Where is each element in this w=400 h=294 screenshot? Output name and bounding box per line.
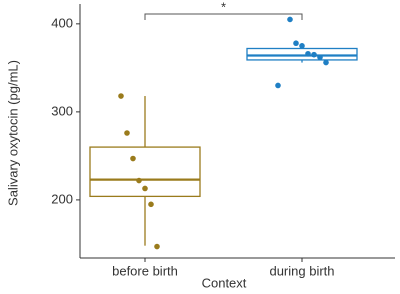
x-tick-label: before birth bbox=[112, 263, 178, 278]
data-point bbox=[323, 59, 329, 66]
significance-label: * bbox=[221, 0, 226, 14]
data-point bbox=[124, 130, 130, 136]
data-point bbox=[317, 54, 323, 61]
data-point bbox=[118, 93, 124, 99]
data-point bbox=[148, 201, 154, 208]
y-tick-label: 200 bbox=[51, 191, 73, 206]
box bbox=[246, 47, 358, 61]
data-point bbox=[142, 185, 148, 192]
box bbox=[89, 146, 201, 198]
data-point bbox=[287, 16, 293, 23]
y-tick-label: 400 bbox=[51, 15, 73, 30]
significance-bracket bbox=[144, 13, 303, 20]
data-point bbox=[130, 155, 136, 162]
y-axis-label: Salivary oxytocin (pg/mL) bbox=[5, 60, 20, 206]
data-point bbox=[311, 51, 317, 58]
x-axis-label: Context bbox=[202, 275, 247, 290]
data-point bbox=[136, 177, 142, 184]
data-point bbox=[305, 50, 311, 57]
data-point bbox=[299, 43, 305, 49]
y-tick-label: 300 bbox=[51, 103, 73, 118]
data-point bbox=[154, 243, 160, 250]
data-point bbox=[293, 40, 299, 47]
x-tick-label: during birth bbox=[269, 263, 334, 278]
data-point bbox=[275, 82, 281, 89]
